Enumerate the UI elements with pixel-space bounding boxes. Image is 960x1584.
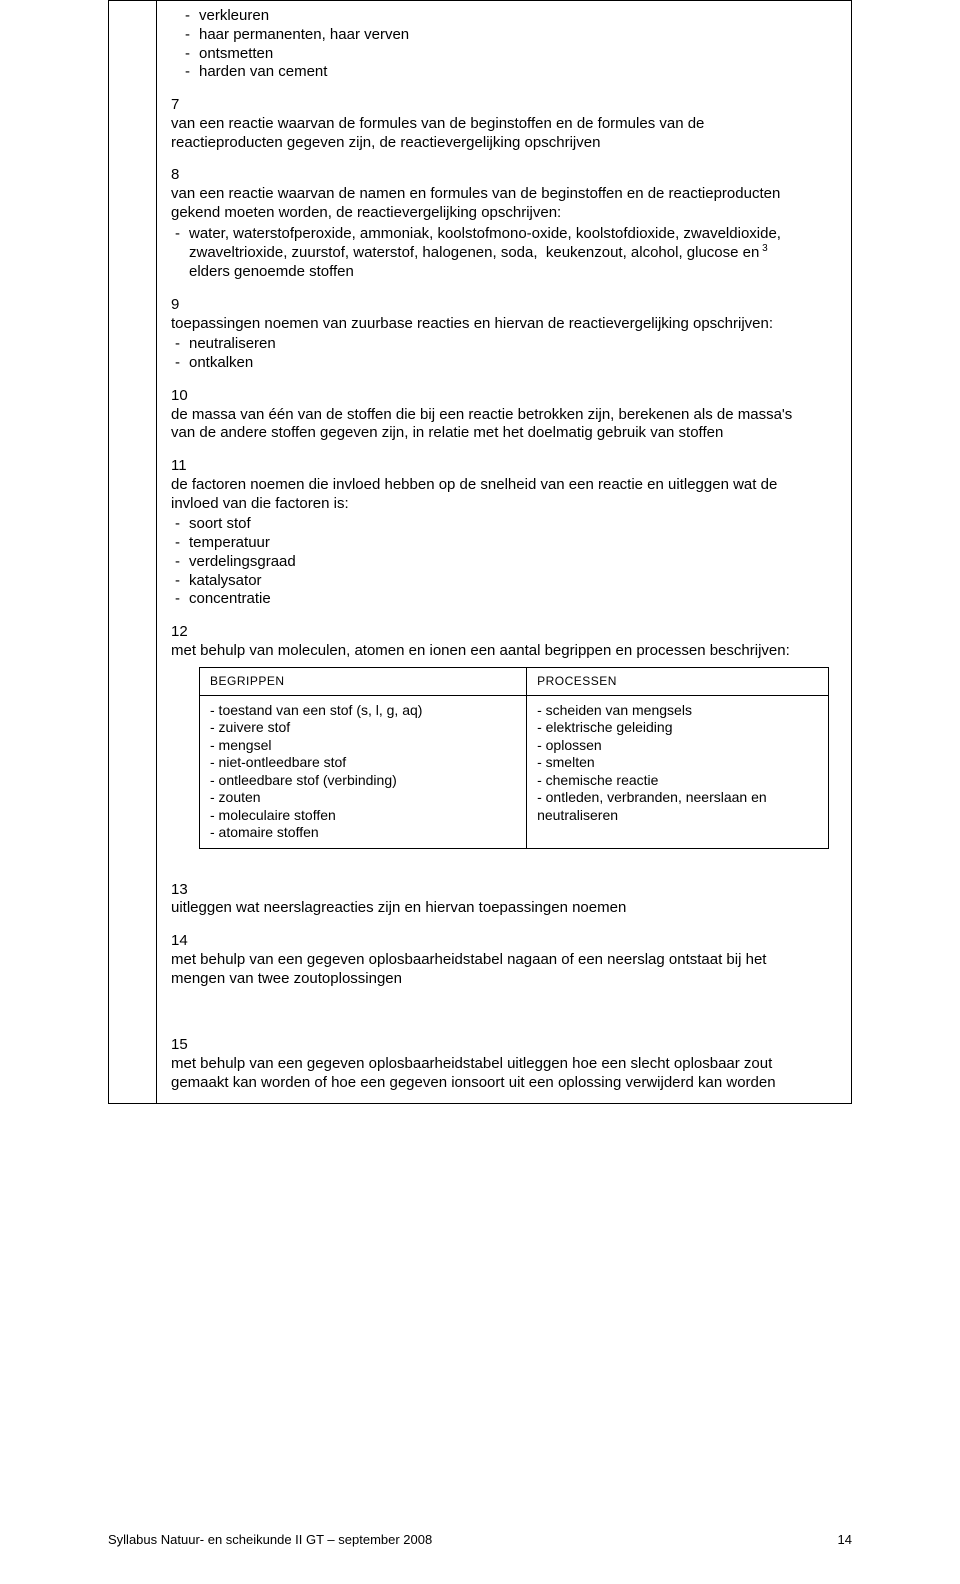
item-12: 12 met behulp van moleculen, atomen en i… xyxy=(171,623,841,849)
page: verkleuren haar permanenten, haar verven… xyxy=(0,0,960,1104)
cell-line: - oplossen xyxy=(537,737,818,755)
item-13: 13 uitleggen wat neerslagreacties zijn e… xyxy=(171,881,841,919)
item-14: 14 met behulp van een gegeven oplosbaarh… xyxy=(171,932,841,988)
cell-line: - chemische reactie xyxy=(537,772,818,790)
item-10: 10 de massa van één van de stoffen die b… xyxy=(171,387,841,443)
cell-line: - smelten xyxy=(537,754,818,772)
footer: Syllabus Natuur- en scheikunde II GT – s… xyxy=(108,1532,852,1548)
item-text-inner: van een reactie waarvan de namen en form… xyxy=(171,185,780,221)
list-item: harden van cement xyxy=(199,63,841,82)
item-11: 11 de factoren noemen die invloed hebben… xyxy=(171,457,841,609)
list-item: ontkalken xyxy=(189,354,811,373)
cell-line: - elektrische geleiding xyxy=(537,719,818,737)
item-9: 9 toepassingen noemen van zuurbase react… xyxy=(171,296,841,373)
cell-line: - mengsel xyxy=(210,737,516,755)
item-number: 11 xyxy=(171,457,197,476)
list-item: verdelingsgraad xyxy=(189,553,811,572)
cell-line: - niet-ontleedbare stof xyxy=(210,754,516,772)
item-text-inner: toepassingen noemen van zuurbase reactie… xyxy=(171,315,773,332)
item-pre: verkleuren haar permanenten, haar verven… xyxy=(199,7,841,82)
item-text-inner: de factoren noemen die invloed hebben op… xyxy=(171,476,777,512)
cell-line: - atomaire stoffen xyxy=(210,824,516,842)
item-7: 7 van een reactie waarvan de formules va… xyxy=(171,96,841,152)
list-item: concentratie xyxy=(189,590,811,609)
list-item: verkleuren xyxy=(199,7,841,26)
item-number: 12 xyxy=(171,623,197,642)
footer-left: Syllabus Natuur- en scheikunde II GT – s… xyxy=(108,1532,432,1547)
table-header: PROCESSEN xyxy=(527,667,829,695)
list-item: soort stof xyxy=(189,515,811,534)
item-text: met behulp van een gegeven oplosbaarheid… xyxy=(171,951,811,989)
item-8: 8 van een reactie waarvan de namen en fo… xyxy=(171,166,841,282)
cell-line: - toestand van een stof (s, l, g, aq) xyxy=(210,702,516,720)
item-number: 7 xyxy=(171,96,197,115)
item-number: 14 xyxy=(171,932,197,951)
table-cell: - scheiden van mengsels - elektrische ge… xyxy=(527,695,829,848)
cell-line: - scheiden van mengsels xyxy=(537,702,818,720)
list-item: water, waterstofperoxide, ammoniak, kool… xyxy=(189,225,811,282)
left-margin-cell xyxy=(109,1,157,1104)
item-text: de massa van één van de stoffen die bij … xyxy=(171,406,811,444)
item-text: met behulp van een gegeven oplosbaarheid… xyxy=(171,1055,811,1093)
main-table: verkleuren haar permanenten, haar verven… xyxy=(108,0,852,1104)
cell-line: - ontleedbare stof (verbinding) xyxy=(210,772,516,790)
table-cell: - toestand van een stof (s, l, g, aq) - … xyxy=(200,695,527,848)
list-item: temperatuur xyxy=(189,534,811,553)
list-item: katalysator xyxy=(189,572,811,591)
content-cell: verkleuren haar permanenten, haar verven… xyxy=(157,1,852,1104)
item-number: 13 xyxy=(171,881,197,900)
item-text: met behulp van moleculen, atomen en ione… xyxy=(171,642,811,661)
table-header: BEGRIPPEN xyxy=(200,667,527,695)
item-text: van een reactie waarvan de namen en form… xyxy=(171,185,811,282)
cell-line: - moleculaire stoffen xyxy=(210,807,516,825)
concepts-table: BEGRIPPEN PROCESSEN - toestand van een s… xyxy=(199,667,829,849)
item-15: 15 met behulp van een gegeven oplosbaarh… xyxy=(171,1036,841,1092)
item-text: van een reactie waarvan de formules van … xyxy=(171,115,811,153)
item-number: 15 xyxy=(171,1036,197,1055)
cell-line: - zouten xyxy=(210,789,516,807)
item-number: 10 xyxy=(171,387,197,406)
item-number: 9 xyxy=(171,296,197,315)
list-item: ontsmetten xyxy=(199,45,841,64)
item-text: toepassingen noemen van zuurbase reactie… xyxy=(171,315,811,373)
cell-line: - ontleden, verbranden, neerslaan en neu… xyxy=(537,789,818,824)
cell-line: - zuivere stof xyxy=(210,719,516,737)
page-number: 14 xyxy=(838,1532,852,1548)
item-number: 8 xyxy=(171,166,197,185)
list-item: neutraliseren xyxy=(189,335,811,354)
list-item: haar permanenten, haar verven xyxy=(199,26,841,45)
item-text: de factoren noemen die invloed hebben op… xyxy=(171,476,811,609)
item-text: uitleggen wat neerslagreacties zijn en h… xyxy=(171,899,811,918)
